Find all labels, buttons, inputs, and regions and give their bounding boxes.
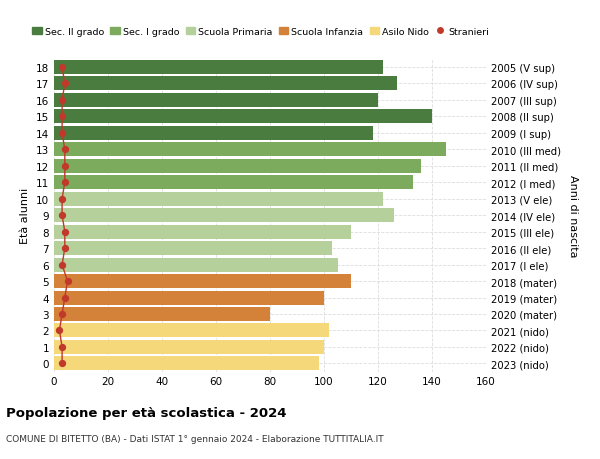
Bar — [54, 291, 324, 305]
Bar — [54, 127, 373, 140]
Bar — [54, 61, 383, 75]
Point — [58, 343, 67, 351]
Point — [55, 327, 64, 335]
Point — [60, 179, 70, 186]
Bar — [54, 209, 394, 223]
Bar — [54, 308, 270, 321]
Point — [63, 278, 72, 285]
Y-axis label: Età alunni: Età alunni — [20, 188, 31, 244]
Point — [58, 261, 67, 269]
Point — [58, 212, 67, 219]
Point — [58, 113, 67, 121]
Bar — [54, 192, 383, 206]
Point — [60, 229, 70, 236]
Bar — [54, 77, 397, 91]
Point — [58, 196, 67, 203]
Bar — [54, 274, 351, 288]
Point — [60, 245, 70, 252]
Bar — [54, 159, 421, 174]
Point — [60, 146, 70, 154]
Point — [58, 97, 67, 104]
Bar — [54, 324, 329, 338]
Bar — [54, 258, 338, 272]
Legend: Sec. II grado, Sec. I grado, Scuola Primaria, Scuola Infanzia, Asilo Nido, Stran: Sec. II grado, Sec. I grado, Scuola Prim… — [28, 24, 493, 40]
Bar — [54, 357, 319, 370]
Bar — [54, 176, 413, 190]
Point — [60, 294, 70, 302]
Bar — [54, 340, 324, 354]
Y-axis label: Anni di nascita: Anni di nascita — [568, 174, 578, 257]
Text: Popolazione per età scolastica - 2024: Popolazione per età scolastica - 2024 — [6, 406, 287, 419]
Bar — [54, 143, 446, 157]
Bar — [54, 241, 332, 256]
Point — [58, 360, 67, 367]
Bar — [54, 225, 351, 239]
Point — [58, 130, 67, 137]
Point — [58, 311, 67, 318]
Point — [60, 163, 70, 170]
Point — [58, 64, 67, 72]
Bar — [54, 94, 378, 108]
Point — [60, 81, 70, 88]
Bar — [54, 110, 432, 124]
Text: COMUNE DI BITETTO (BA) - Dati ISTAT 1° gennaio 2024 - Elaborazione TUTTITALIA.IT: COMUNE DI BITETTO (BA) - Dati ISTAT 1° g… — [6, 434, 383, 443]
